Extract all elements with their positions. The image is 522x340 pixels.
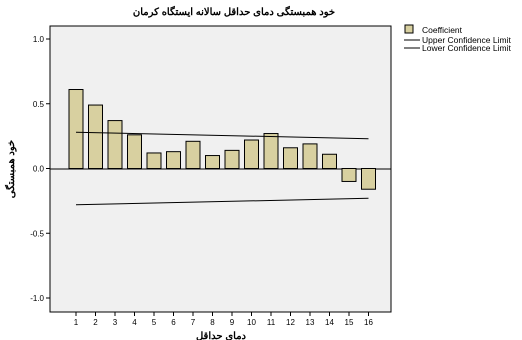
bar-lag-7	[185, 140, 201, 169]
x-tick-label: 12	[286, 318, 295, 327]
y-tick-label: 0.5	[33, 100, 45, 109]
legend-swatch-coefficient	[404, 24, 414, 34]
x-tick-label: 11	[267, 318, 276, 327]
x-tick-label: 15	[345, 318, 354, 327]
bar-lag-16	[361, 168, 376, 190]
legend: Coefficient Upper Confidence Limit Lower…	[404, 24, 511, 53]
upper-confidence-line	[75, 131, 369, 140]
bar-lag-3	[107, 120, 123, 169]
x-tick-label: 5	[152, 318, 157, 327]
x-tick-label: 2	[93, 318, 98, 327]
bar-lag-10	[244, 139, 259, 169]
x-tick-label: 8	[210, 318, 215, 327]
bar-lag-13	[302, 143, 318, 170]
x-tick-label: 13	[306, 318, 315, 327]
x-tick-label: 6	[171, 318, 176, 327]
x-tick-label: 1	[74, 318, 79, 327]
x-tick-label: 4	[132, 318, 137, 327]
bar-lag-1	[68, 89, 84, 169]
bar-lag-14	[322, 153, 337, 170]
bar-lag-8	[205, 155, 220, 170]
y-tick-label: -0.5	[30, 229, 44, 238]
legend-label-upper: Upper Confidence Limit	[422, 35, 511, 45]
x-tick-label: 7	[191, 318, 196, 327]
x-tick-label: 10	[247, 318, 256, 327]
legend-label-lower: Lower Confidence Limit	[422, 43, 511, 53]
x-axis-label: دمای حداقل	[196, 331, 247, 340]
y-tick-label: 0.0	[33, 165, 45, 174]
y-tick-label: -1.0	[30, 294, 44, 303]
lower-confidence-line	[75, 197, 369, 206]
x-tick-label: 14	[325, 318, 334, 327]
y-axis-label: خود همبستگی	[4, 140, 17, 198]
bar-lag-6	[166, 151, 181, 169]
bar-lag-11	[263, 133, 279, 170]
x-axis: 1 2 3 4 5 6 7 8 9 10 11 12 13 14 15 16	[74, 312, 373, 327]
x-tick-label: 3	[113, 318, 118, 327]
bar-lag-9	[224, 149, 240, 169]
bar-lag-4	[127, 134, 142, 169]
x-tick-label: 9	[230, 318, 235, 327]
bar-series-coefficient	[68, 89, 376, 190]
bar-lag-12	[283, 147, 298, 169]
bar-lag-2	[88, 104, 103, 169]
legend-label-coefficient: Coefficient	[422, 25, 463, 35]
chart-title: خود همبستگی دمای حداقل سالانه ایستگاه کر…	[133, 5, 335, 18]
bar-lag-5	[146, 152, 162, 170]
y-tick-label: 1.0	[33, 35, 45, 44]
y-axis: 1.0 0.5 0.0 -0.5 -1.0	[30, 35, 50, 303]
bar-lag-15	[341, 168, 357, 182]
x-tick-label: 16	[364, 318, 373, 327]
